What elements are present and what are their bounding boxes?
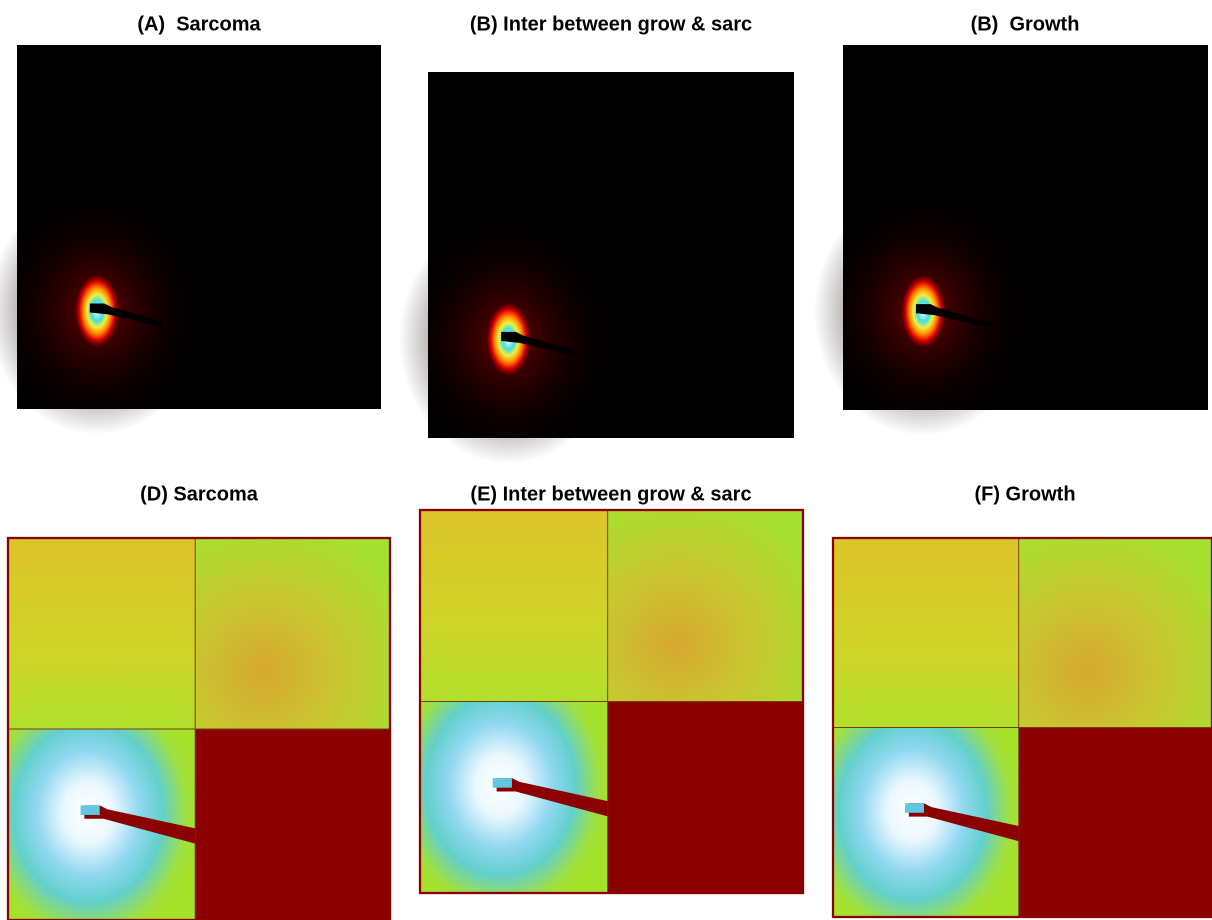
panel-title: (B) Growth <box>971 13 1080 35</box>
scattering-image <box>398 72 794 464</box>
scattering-image <box>0 45 381 435</box>
panel-title: (B) Inter between grow & sarc <box>470 13 752 35</box>
scattering-image <box>386 510 803 920</box>
scattering-image <box>0 538 390 920</box>
scattering-image <box>813 45 1208 436</box>
panel-title: (D) Sarcoma <box>140 483 259 505</box>
panel-title: (A) Sarcoma <box>137 13 261 35</box>
panel-title: (E) Inter between grow & sarc <box>470 483 751 505</box>
panel-title: (F) Growth <box>974 483 1075 505</box>
scattering-image <box>799 538 1212 920</box>
